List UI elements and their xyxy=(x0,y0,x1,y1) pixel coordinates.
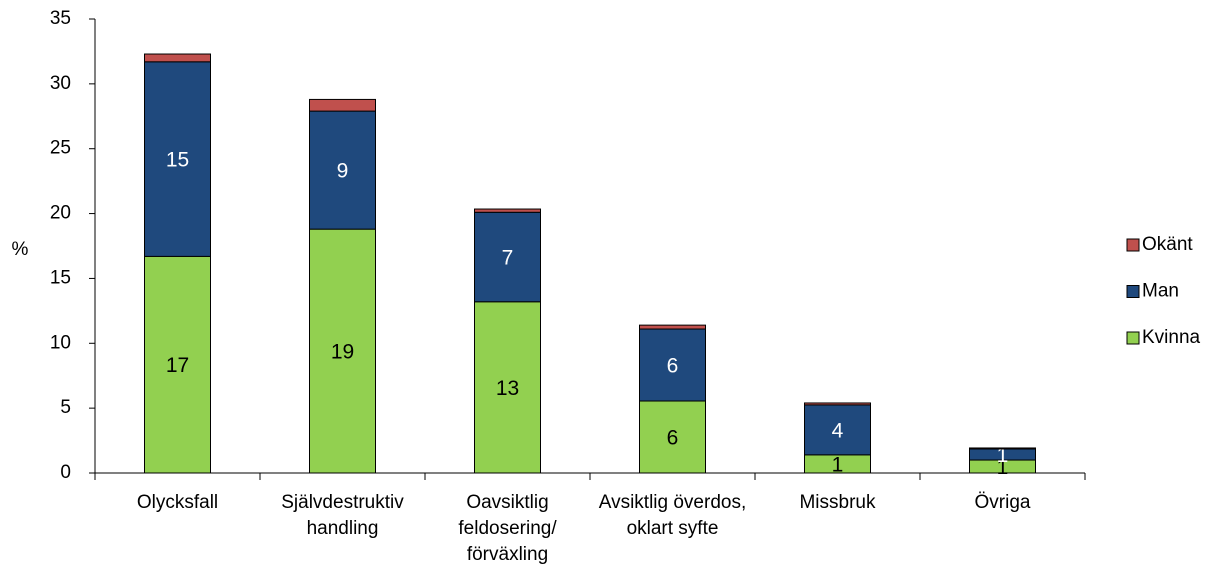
bar-segment xyxy=(309,98,376,112)
x-tick-label: Avsiktlig överdos, oklart syfte xyxy=(598,492,747,539)
bar-segment xyxy=(144,53,211,63)
y-tick-label: 25 xyxy=(50,138,71,159)
value-label: 1 xyxy=(997,456,1009,479)
y-tick-label: 30 xyxy=(50,73,71,94)
y-tick-label: 5 xyxy=(60,397,71,418)
x-tick-label: Missbruk xyxy=(799,492,876,513)
value-label: 15 xyxy=(166,149,189,172)
value-label: 4 xyxy=(832,419,844,442)
legend-label: Man xyxy=(1142,281,1179,302)
legend-swatch xyxy=(1126,238,1140,252)
value-label: 1 xyxy=(832,453,844,476)
bar-segment xyxy=(639,400,706,474)
x-tick-label: Olycksfall xyxy=(136,492,219,513)
bar-segment xyxy=(639,324,706,330)
value-label: 9 xyxy=(337,160,349,183)
legend-swatch xyxy=(1126,331,1140,345)
x-tick-label: Självdestruktiv handling xyxy=(281,492,404,539)
legend-swatch xyxy=(1126,285,1140,298)
y-tick-label: 35 xyxy=(50,8,71,29)
value-label: 7 xyxy=(502,247,514,270)
value-label: 17 xyxy=(166,354,189,377)
bar-segment xyxy=(474,301,541,474)
bar-segment xyxy=(474,208,541,213)
value-label: 13 xyxy=(496,377,519,400)
bar-segment xyxy=(804,402,871,406)
y-tick-label: 10 xyxy=(50,332,71,353)
value-label: 6 xyxy=(667,427,679,450)
y-tick-label: 15 xyxy=(50,267,71,288)
bar-segment xyxy=(639,328,706,402)
value-label: 1 xyxy=(997,444,1009,467)
value-label: 6 xyxy=(667,355,679,378)
bar-segment xyxy=(309,110,376,230)
legend-label: Okänt xyxy=(1142,234,1193,255)
bar-segment xyxy=(474,211,541,303)
bar-segment xyxy=(144,255,211,474)
legend-label: Kvinna xyxy=(1142,327,1201,348)
y-tick-label: 20 xyxy=(50,203,71,224)
bar-segment xyxy=(969,447,1036,450)
value-label: 19 xyxy=(331,341,354,364)
y-axis-label: % xyxy=(12,239,29,260)
bar-segment xyxy=(144,61,211,257)
x-tick-label: Oavsiktlig feldosering/ förväxling xyxy=(458,492,557,565)
x-tick-label: Övriga xyxy=(974,492,1031,513)
y-tick-label: 0 xyxy=(60,462,71,483)
bar-segment xyxy=(804,404,871,456)
